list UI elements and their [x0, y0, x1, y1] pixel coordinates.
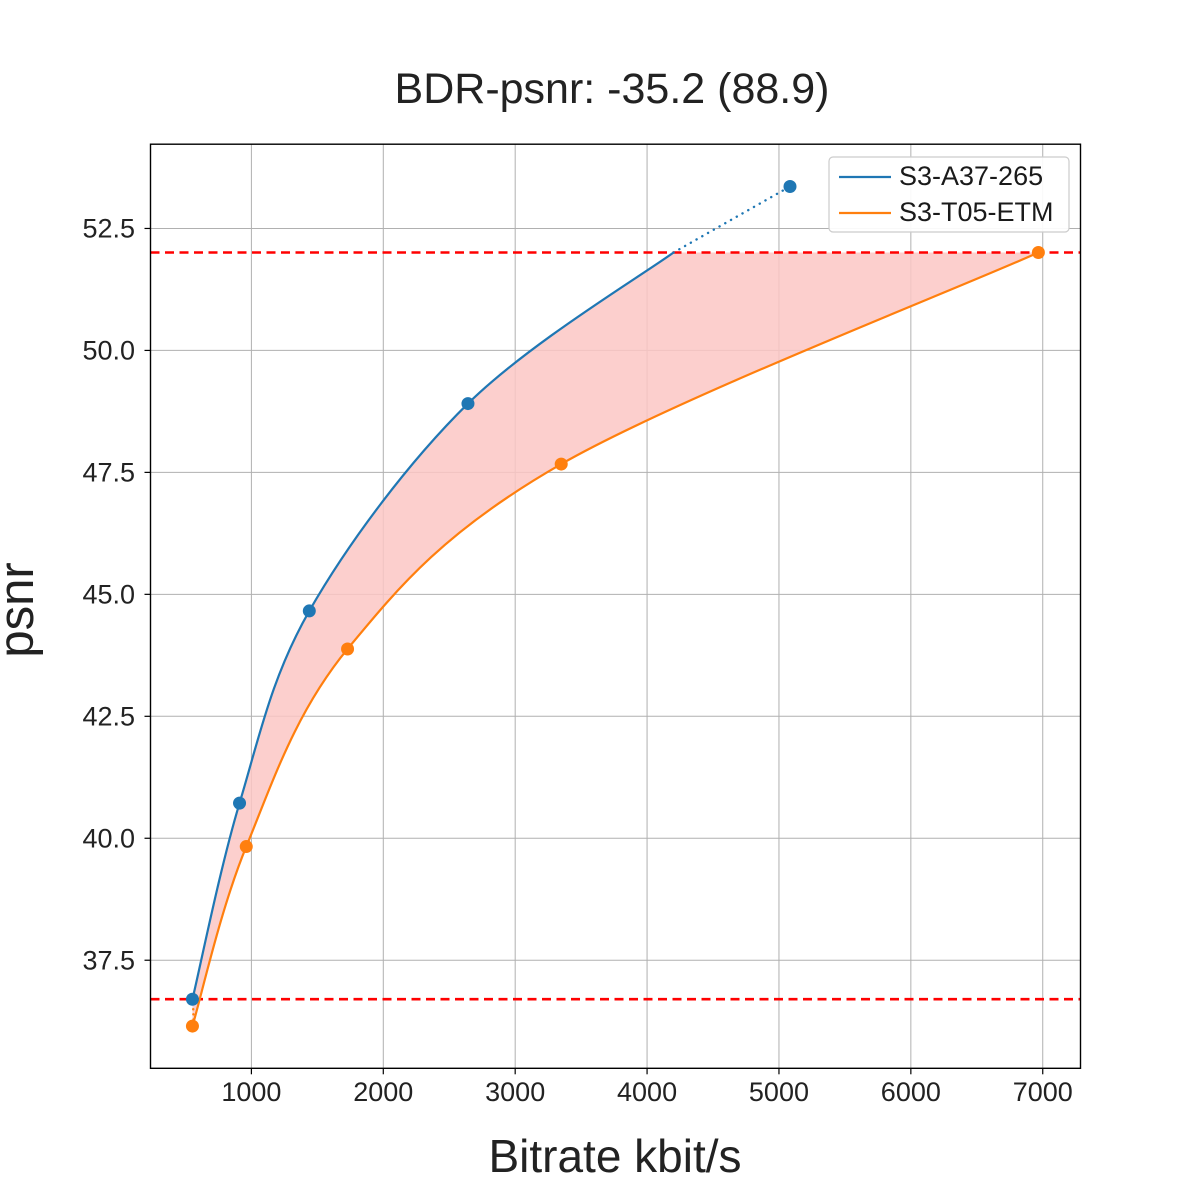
svg-text:Bitrate kbit/s: Bitrate kbit/s: [488, 1130, 741, 1182]
svg-text:5000: 5000: [749, 1077, 809, 1107]
svg-text:45.0: 45.0: [82, 580, 135, 610]
svg-text:BDR-psnr: -35.2 (88.9): BDR-psnr: -35.2 (88.9): [395, 65, 830, 113]
svg-text:psnr: psnr: [0, 562, 44, 657]
svg-text:4000: 4000: [617, 1077, 677, 1107]
svg-text:50.0: 50.0: [82, 336, 135, 366]
svg-text:40.0: 40.0: [82, 824, 135, 854]
svg-text:S3-A37-265: S3-A37-265: [899, 161, 1043, 191]
svg-text:1000: 1000: [221, 1077, 281, 1107]
svg-text:3000: 3000: [485, 1077, 545, 1107]
svg-text:47.5: 47.5: [82, 458, 135, 488]
svg-text:2000: 2000: [353, 1077, 413, 1107]
svg-text:S3-T05-ETM: S3-T05-ETM: [899, 197, 1054, 227]
svg-text:7000: 7000: [1013, 1077, 1073, 1107]
svg-text:37.5: 37.5: [82, 946, 135, 976]
svg-text:52.5: 52.5: [82, 214, 135, 244]
svg-text:6000: 6000: [881, 1077, 941, 1107]
svg-text:42.5: 42.5: [82, 702, 135, 732]
